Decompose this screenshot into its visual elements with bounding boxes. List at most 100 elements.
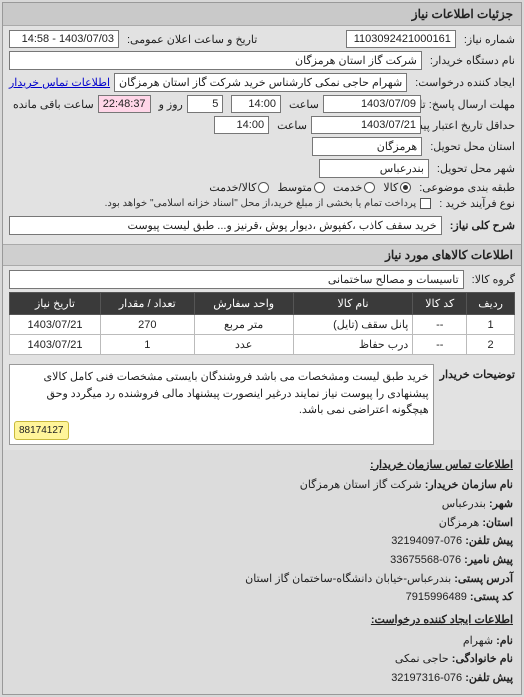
- col-code: کد کالا: [413, 293, 467, 315]
- deadline-label: مهلت ارسال پاسخ: تا تاریخ:: [425, 98, 515, 111]
- creator-value: شهرام حاجی نمکی کارشناس خرید شرکت گاز اس…: [114, 73, 407, 92]
- c-fname-value: شهرام: [463, 635, 493, 647]
- process-checkbox[interactable]: [420, 198, 431, 209]
- contact-section: اطلاعات تماس سازمان خریدار: نام سازمان خ…: [3, 450, 521, 694]
- cell: متر مربع: [194, 315, 293, 335]
- cell: 1: [101, 335, 195, 355]
- c-province-value: هرمزگان: [439, 517, 480, 529]
- need-details-panel: جزئیات اطلاعات نیاز شماره نیاز: 11030924…: [2, 2, 522, 695]
- contact-header-1: اطلاعات تماس سازمان خریدار:: [11, 456, 513, 475]
- c-fname-label: نام:: [496, 635, 513, 647]
- validity-time: 14:00: [214, 116, 269, 134]
- ref-label: شماره نیاز:: [460, 33, 515, 46]
- col-date: تاریخ نیاز: [10, 293, 101, 315]
- cell: 1403/07/21: [10, 335, 101, 355]
- contact-link[interactable]: اطلاعات تماس خریدار: [9, 76, 110, 89]
- process-note: پرداخت تمام یا بخشی از مبلغ خرید،از محل …: [105, 198, 417, 209]
- radio-goods[interactable]: کالا: [383, 181, 411, 194]
- table-row: 1 -- پانل سقف (تایل) متر مربع 270 1403/0…: [10, 315, 515, 335]
- c-org-label: نام سازمان خریدار:: [425, 479, 513, 491]
- cell: 2: [467, 335, 515, 355]
- c-phone2-value: 076-32197316: [391, 672, 462, 684]
- city-label: شهر محل تحویل:: [433, 162, 515, 175]
- c-fax-label: پیش نامیر:: [464, 554, 513, 566]
- days-label: روز و: [155, 98, 183, 111]
- group-value: تاسیسات و مصالح ساختمانی: [9, 270, 464, 289]
- cell: --: [413, 335, 467, 355]
- time-label-2: ساعت: [273, 119, 307, 132]
- need-title-label: شرح کلی نیاز:: [446, 219, 515, 232]
- radio-service-label: خدمت: [333, 181, 362, 194]
- c-org-value: شرکت گاز استان هرمزگان: [300, 479, 422, 491]
- category-radio-group: کالا خدمت متوسط کالا/خدمت: [209, 181, 411, 194]
- c-addr-label: آدرس پستی:: [454, 573, 513, 585]
- radio-dot-icon: [400, 182, 411, 193]
- days-value: 5: [187, 95, 223, 113]
- phone-tag: 88174127: [14, 421, 69, 440]
- col-name: نام کالا: [293, 293, 413, 315]
- c-addr-value: بندرعباس-خیابان دانشگاه-ساختمان گاز استا…: [245, 573, 451, 585]
- radio-dot-icon: [364, 182, 375, 193]
- radio-dot-icon: [258, 182, 269, 193]
- radio-goods-label: کالا: [383, 181, 398, 194]
- cell: --: [413, 315, 467, 335]
- c-city-label: شهر:: [489, 498, 513, 510]
- deadline-date: 1403/07/09: [323, 95, 421, 113]
- city-value: بندرعباس: [319, 159, 429, 178]
- goods-table: ردیف کد کالا نام کالا واحد سفارش تعداد /…: [9, 292, 515, 355]
- ref-value: 1103092421000161: [346, 30, 456, 48]
- validity-label: حداقل تاریخ اعتبار پیشنهاد: تا تاریخ:: [425, 119, 515, 132]
- c-lname-label: نام خانوادگی:: [452, 653, 513, 665]
- radio-medium-label: متوسط: [277, 181, 312, 194]
- radio-both[interactable]: کالا/خدمت: [209, 181, 269, 194]
- need-title-value: خرید سقف کاذب ،کفپوش ،دیوار پوش ،قرنیز و…: [9, 216, 442, 235]
- cell: 1403/07/21: [10, 315, 101, 335]
- desc-label: توضیحات خریدار: [440, 364, 515, 381]
- col-row: ردیف: [467, 293, 515, 315]
- table-header-row: ردیف کد کالا نام کالا واحد سفارش تعداد /…: [10, 293, 515, 315]
- c-tel-value: 076-32194097: [391, 535, 462, 547]
- cell: 270: [101, 315, 195, 335]
- c-post-label: کد پستی:: [470, 591, 513, 603]
- c-city-value: بندرعباس: [442, 498, 486, 510]
- c-fax-value: 076-33675568: [390, 554, 461, 566]
- province-value: هرمزگان: [312, 137, 422, 156]
- c-phone2-label: پیش تلفن:: [465, 672, 513, 684]
- c-tel-label: پیش تلفن:: [465, 535, 513, 547]
- pubdate-value: 1403/07/03 - 14:58: [9, 30, 119, 48]
- process-label: نوع فرآیند خرید :: [435, 197, 515, 210]
- description-block: توضیحات خریدار خرید طبق لیست ومشخصات می …: [3, 359, 521, 450]
- remaining-time: 22:48:37: [98, 95, 151, 113]
- org-value: شرکت گاز استان هرمزگان: [9, 51, 422, 70]
- col-unit: واحد سفارش: [194, 293, 293, 315]
- c-province-label: استان:: [482, 517, 513, 529]
- budget-label: طبقه بندی موضوعی:: [415, 181, 515, 194]
- province-label: استان محل تحویل:: [426, 140, 515, 153]
- pubdate-label: تاریخ و ساعت اعلان عمومی:: [123, 33, 257, 46]
- top-section: شماره نیاز: 1103092421000161 تاریخ و ساع…: [3, 26, 521, 242]
- group-label: گروه کالا:: [468, 273, 515, 286]
- time-label-1: ساعت: [285, 98, 319, 111]
- radio-medium[interactable]: متوسط: [277, 181, 325, 194]
- table-row: 2 -- درب حفاظ عدد 1 1403/07/21: [10, 335, 515, 355]
- desc-content: خرید طبق لیست ومشخصات می باشد فروشندگان …: [44, 371, 429, 416]
- org-label: نام دستگاه خریدار:: [426, 54, 515, 67]
- radio-dot-icon: [314, 182, 325, 193]
- goods-header: اطلاعات کالاهای مورد نیاز: [3, 244, 521, 266]
- panel-title: جزئیات اطلاعات نیاز: [3, 3, 521, 26]
- cell: درب حفاظ: [293, 335, 413, 355]
- desc-text: خرید طبق لیست ومشخصات می باشد فروشندگان …: [9, 364, 434, 445]
- cell: پانل سقف (تایل): [293, 315, 413, 335]
- remaining-label: ساعت باقی مانده: [9, 98, 94, 111]
- col-qty: تعداد / مقدار: [101, 293, 195, 315]
- cell: عدد: [194, 335, 293, 355]
- creator-label: ایجاد کننده درخواست:: [411, 76, 515, 89]
- goods-section: گروه کالا: تاسیسات و مصالح ساختمانی ردیف…: [3, 266, 521, 359]
- radio-both-label: کالا/خدمت: [209, 181, 256, 194]
- deadline-time: 14:00: [231, 95, 281, 113]
- c-post-value: 7915996489: [406, 591, 467, 603]
- radio-service[interactable]: خدمت: [333, 181, 375, 194]
- contact-header-2: اطلاعات ایجاد کننده درخواست:: [11, 611, 513, 630]
- cell: 1: [467, 315, 515, 335]
- validity-date: 1403/07/21: [311, 116, 421, 134]
